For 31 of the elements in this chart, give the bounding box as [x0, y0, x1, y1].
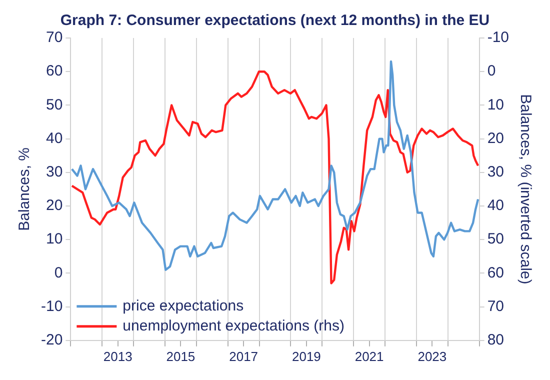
y-tick-label: 10 [46, 230, 63, 248]
y2-axis-title: Balances, % (inverted scale) [516, 94, 534, 284]
y-tick-label: 0 [54, 264, 63, 282]
y-tick-label: -20 [40, 332, 63, 349]
y2-tick-label: -10 [487, 29, 510, 46]
y-tick-label: 70 [46, 29, 63, 46]
y2-tick-label: 20 [487, 130, 504, 147]
y-tick-label: 50 [46, 96, 63, 114]
y-tick-label: -10 [40, 298, 63, 315]
y2-tick-label: 10 [487, 96, 504, 114]
y-tick-label: 20 [46, 197, 63, 214]
x-tick-label: 2017 [229, 348, 258, 364]
y2-tick-label: 0 [487, 62, 496, 80]
x-tick-label: 2023 [418, 348, 447, 364]
y2-tick-label: 50 [487, 230, 504, 248]
y2-tick-label: 30 [487, 164, 504, 181]
x-tick-label: 2015 [166, 348, 196, 364]
legend-label: price expectations [122, 298, 244, 315]
y2-tick-label: 80 [487, 332, 504, 349]
y2-tick-label: 60 [487, 264, 504, 282]
x-tick-label: 2013 [103, 348, 132, 364]
legend-label: unemployment expectations (rhs) [122, 318, 344, 335]
y-tick-label: 30 [46, 164, 63, 181]
x-tick-label: 2019 [292, 348, 321, 364]
y-tick-label: 60 [46, 62, 63, 80]
y2-tick-label: 40 [487, 197, 504, 214]
chart-title: Graph 7: Consumer expectations (next 12 months) in the EU [60, 12, 490, 30]
x-tick-label: 2021 [354, 348, 384, 364]
y-tick-label: 40 [46, 130, 63, 147]
y-axis-title: Balances, % [16, 148, 34, 231]
y2-tick-label: 70 [487, 298, 504, 315]
